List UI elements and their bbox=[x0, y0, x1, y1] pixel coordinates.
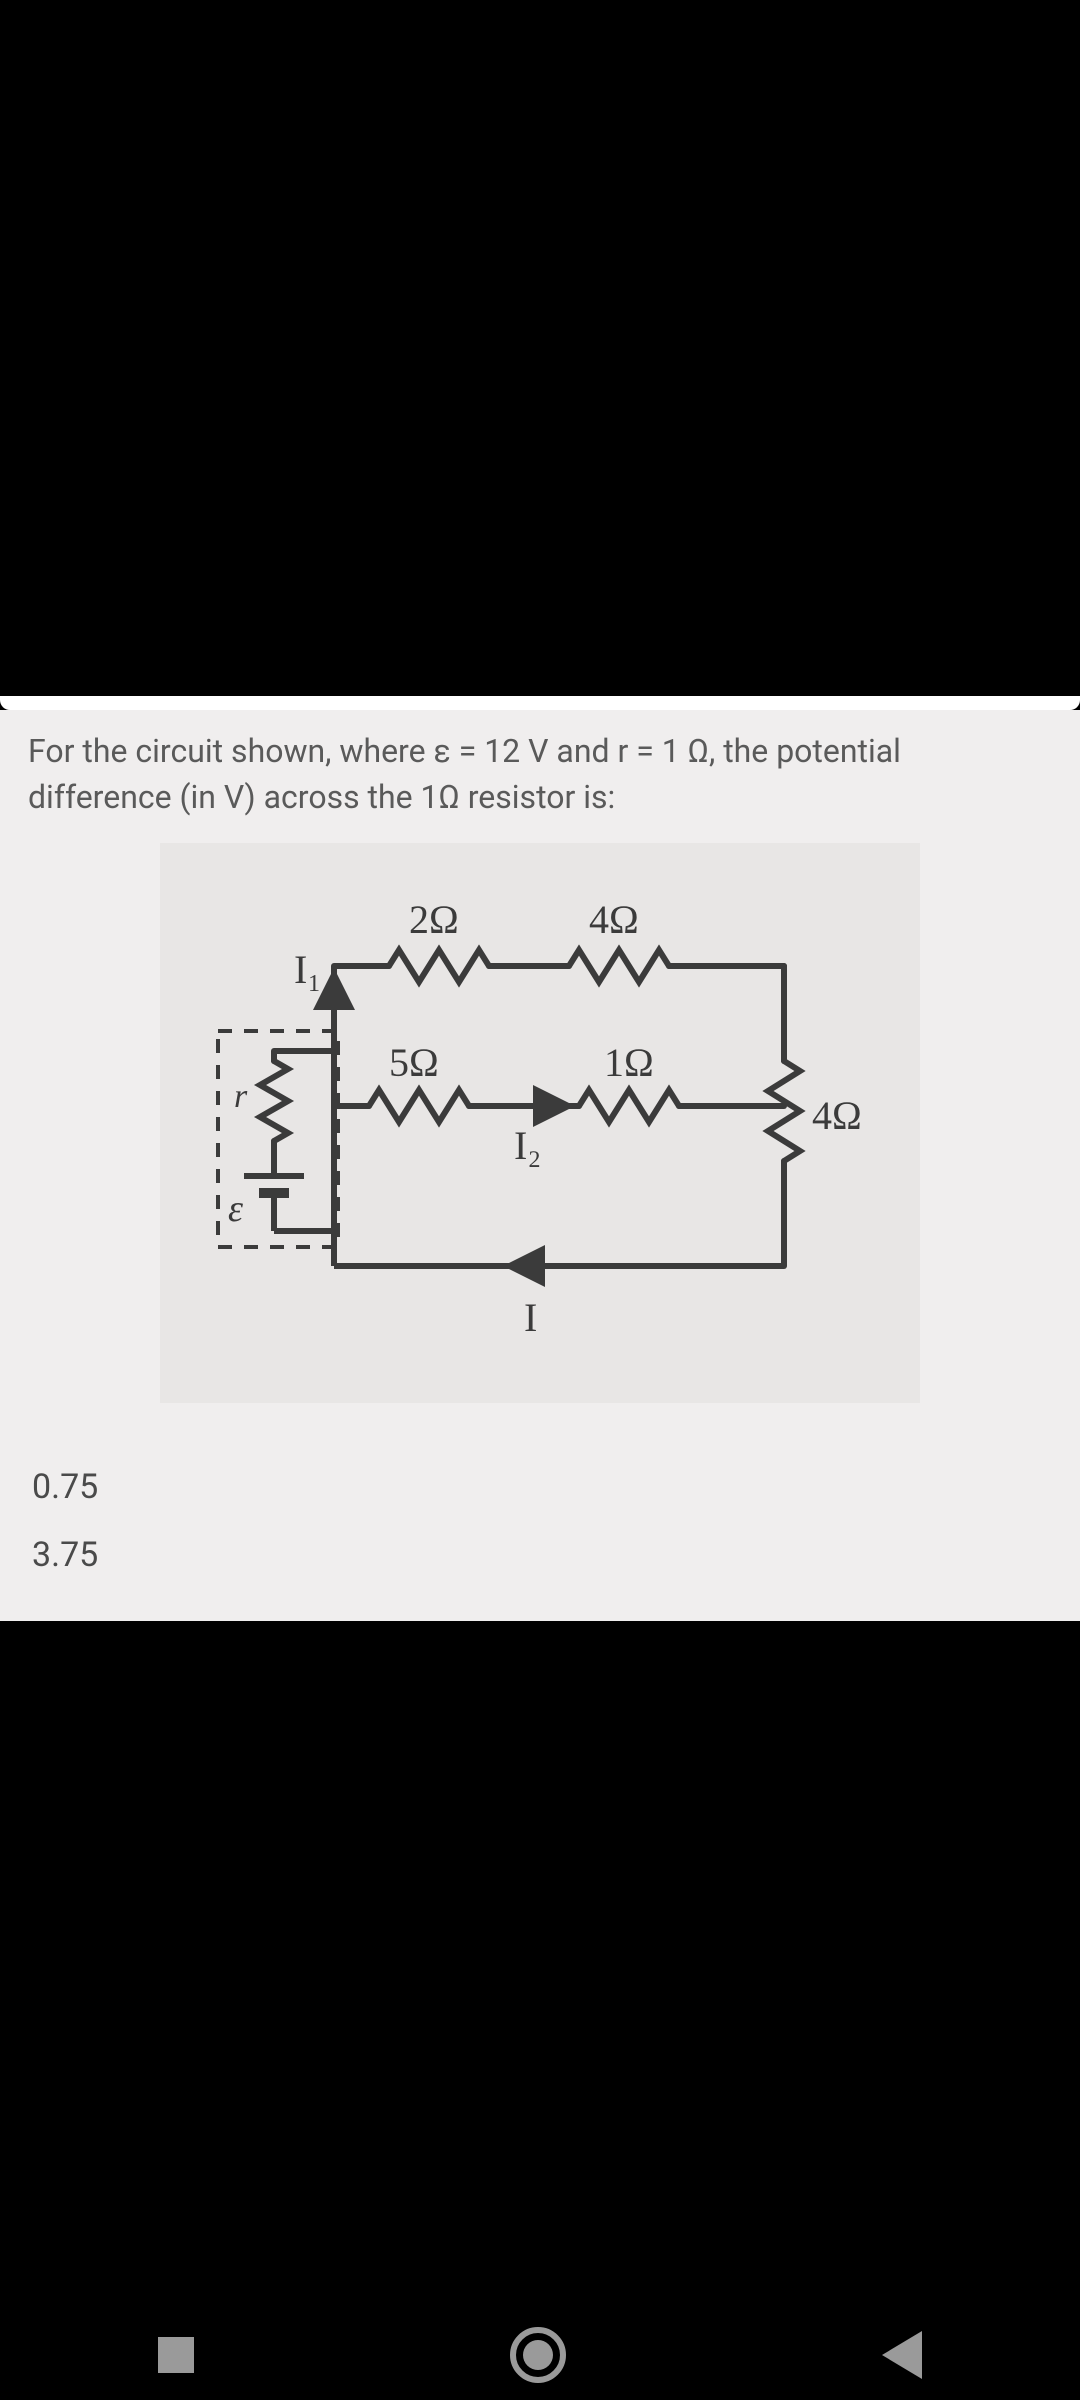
nav-home-button[interactable] bbox=[510, 2327, 566, 2383]
label-I2: I₂ bbox=[514, 1123, 541, 1168]
answer-list: 0.75 3.75 bbox=[28, 1453, 1052, 1589]
circuit-svg: I₁ 2Ω 4Ω 5Ω 1Ω I₂ 4Ω I r ε bbox=[184, 871, 896, 1371]
label-5ohm: 5Ω bbox=[389, 1040, 439, 1085]
triangle-back-icon bbox=[882, 2331, 922, 2379]
question-line-1: For the circuit shown, where ε = 12 V an… bbox=[28, 732, 901, 770]
label-I: I bbox=[524, 1295, 537, 1340]
nav-back-button[interactable] bbox=[882, 2331, 922, 2379]
card-top-sliver bbox=[0, 696, 1080, 710]
answer-option-1[interactable]: 0.75 bbox=[28, 1453, 1052, 1521]
label-1ohm: 1Ω bbox=[604, 1040, 654, 1085]
circle-icon bbox=[510, 2327, 566, 2383]
answer-option-2[interactable]: 3.75 bbox=[28, 1521, 1052, 1589]
question-card: For the circuit shown, where ε = 12 V an… bbox=[0, 710, 1080, 1621]
label-eps: ε bbox=[228, 1188, 243, 1230]
circuit-diagram: I₁ 2Ω 4Ω 5Ω 1Ω I₂ 4Ω I r ε bbox=[160, 843, 920, 1403]
label-4ohm-right: 4Ω bbox=[812, 1093, 862, 1138]
label-2ohm: 2Ω bbox=[409, 897, 459, 942]
square-icon bbox=[158, 2337, 194, 2373]
label-I1: I₁ bbox=[294, 947, 321, 992]
label-r: r bbox=[234, 1078, 248, 1115]
label-4ohm-top: 4Ω bbox=[589, 897, 639, 942]
question-text: For the circuit shown, where ε = 12 V an… bbox=[28, 728, 1052, 821]
question-line-2: difference (in V) across the 1Ω resistor… bbox=[28, 778, 615, 816]
nav-recent-button[interactable] bbox=[158, 2337, 194, 2373]
android-navbar bbox=[0, 2310, 1080, 2400]
